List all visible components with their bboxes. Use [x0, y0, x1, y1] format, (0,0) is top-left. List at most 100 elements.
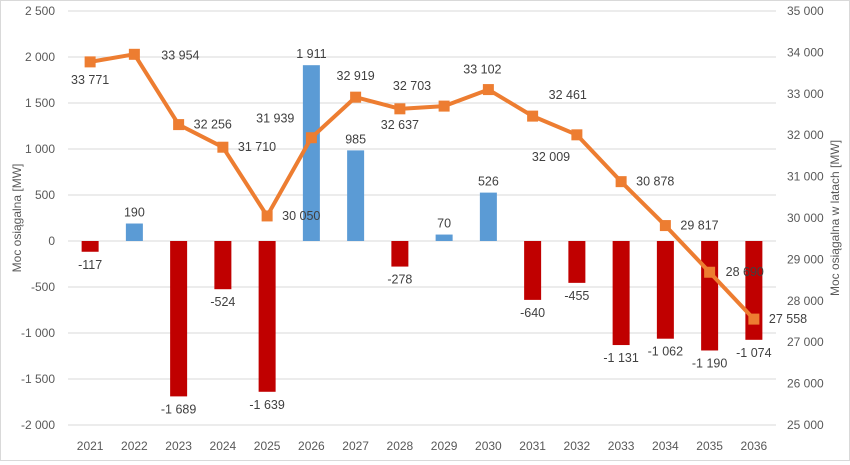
line-data-label: 29 817 — [680, 219, 718, 233]
bar-data-label: -117 — [78, 258, 102, 272]
line-data-label: 32 009 — [532, 150, 570, 164]
line-data-label: 32 637 — [381, 118, 419, 132]
bar — [435, 234, 453, 241]
x-tick-label: 2035 — [696, 439, 723, 453]
bar-data-label: -1 131 — [603, 351, 638, 365]
bar-data-label: -278 — [387, 273, 412, 287]
y-left-tick-label: 0 — [48, 234, 55, 248]
bar — [81, 241, 99, 252]
bar — [701, 241, 719, 351]
line-point — [704, 266, 716, 278]
line-point — [217, 141, 229, 153]
y-left-tick-label: 2 000 — [25, 50, 55, 64]
line-point — [261, 210, 273, 222]
bar — [214, 241, 232, 290]
x-tick-label: 2028 — [387, 439, 414, 453]
line-point — [305, 132, 317, 144]
bar — [745, 241, 763, 340]
bar-data-label: -1 689 — [161, 402, 196, 416]
y-left-tick-label: 500 — [35, 188, 55, 202]
line-point — [659, 220, 671, 232]
bar — [302, 65, 320, 241]
bar-data-label: -524 — [210, 295, 235, 309]
bar — [347, 150, 365, 241]
y-right-tick-label: 32 000 — [787, 128, 824, 142]
bar-data-label: -640 — [520, 306, 545, 320]
line-data-label: 28 690 — [726, 265, 764, 279]
y-right-tick-label: 26 000 — [787, 377, 824, 391]
bar-data-label: -1 062 — [648, 345, 683, 359]
bar — [612, 241, 630, 346]
line-point — [438, 100, 450, 112]
y-left-tick-label: -2 000 — [21, 418, 55, 432]
x-tick-label: 2031 — [519, 439, 546, 453]
line-data-label: 32 256 — [194, 118, 232, 132]
y-left-tick-label: 1 000 — [25, 142, 55, 156]
y-left-tick-label: 1 500 — [25, 96, 55, 110]
bar-data-label: 985 — [345, 132, 366, 146]
x-tick-label: 2030 — [475, 439, 502, 453]
x-tick-label: 2036 — [741, 439, 768, 453]
x-tick-label: 2034 — [652, 439, 679, 453]
bar-data-label: -455 — [564, 289, 589, 303]
y-right-tick-label: 29 000 — [787, 252, 824, 266]
x-tick-label: 2023 — [165, 439, 192, 453]
x-tick-label: 2033 — [608, 439, 635, 453]
line-data-label: 27 558 — [769, 312, 807, 326]
line-point — [571, 129, 583, 141]
x-tick-label: 2027 — [342, 439, 369, 453]
line-data-label: 32 919 — [337, 69, 375, 83]
line-point — [394, 103, 406, 115]
y-right-tick-label: 35 000 — [787, 4, 824, 18]
x-tick-label: 2032 — [564, 439, 591, 453]
line-point — [173, 119, 185, 131]
y-right-tick-label: 31 000 — [787, 170, 824, 184]
bar — [524, 241, 542, 300]
line-point — [527, 110, 539, 122]
bar-data-label: -1 074 — [736, 346, 771, 360]
bar-data-label: 526 — [478, 175, 499, 189]
bar-data-label: -1 639 — [249, 398, 284, 412]
y-left-axis-title: Moc osiągalna [MW] — [10, 164, 24, 273]
x-tick-label: 2029 — [431, 439, 458, 453]
line-point — [748, 313, 760, 325]
line-data-label: 33 771 — [71, 73, 109, 87]
bar-data-label: -1 190 — [692, 356, 727, 370]
line-point — [482, 84, 494, 96]
y-right-axis-title: Moc osiągalna w latach [MW] — [828, 140, 842, 296]
x-tick-label: 2022 — [121, 439, 148, 453]
bar-data-label: 190 — [124, 206, 145, 220]
bar — [125, 223, 143, 241]
line-point — [350, 91, 362, 103]
line-data-label: 31 710 — [238, 140, 276, 154]
bar-data-label: 70 — [437, 217, 451, 231]
bar — [656, 241, 674, 339]
y-right-tick-label: 34 000 — [787, 45, 824, 59]
y-right-tick-label: 30 000 — [787, 211, 824, 225]
line-data-label: 32 461 — [549, 88, 587, 102]
y-left-tick-label: 2 500 — [25, 4, 55, 18]
line-point — [615, 176, 627, 188]
y-left-tick-label: -1 000 — [21, 326, 55, 340]
y-left-tick-label: -500 — [31, 280, 55, 294]
x-tick-label: 2024 — [210, 439, 237, 453]
y-right-tick-label: 28 000 — [787, 294, 824, 308]
line-data-label: 33 954 — [161, 48, 199, 62]
line-data-label: 33 102 — [463, 63, 501, 77]
line-data-label: 30 050 — [282, 209, 320, 223]
y-right-tick-label: 27 000 — [787, 335, 824, 349]
line-point — [128, 48, 140, 60]
bar — [170, 241, 188, 397]
x-tick-label: 2025 — [254, 439, 281, 453]
line-data-label: 30 878 — [636, 175, 674, 189]
line-data-label: 31 939 — [256, 112, 294, 126]
bar — [568, 241, 586, 283]
x-tick-label: 2021 — [77, 439, 104, 453]
line-data-label: 32 703 — [393, 79, 431, 93]
bar — [391, 241, 409, 267]
y-right-tick-label: 25 000 — [787, 418, 824, 432]
y-right-tick-label: 33 000 — [787, 87, 824, 101]
bar — [479, 192, 497, 241]
